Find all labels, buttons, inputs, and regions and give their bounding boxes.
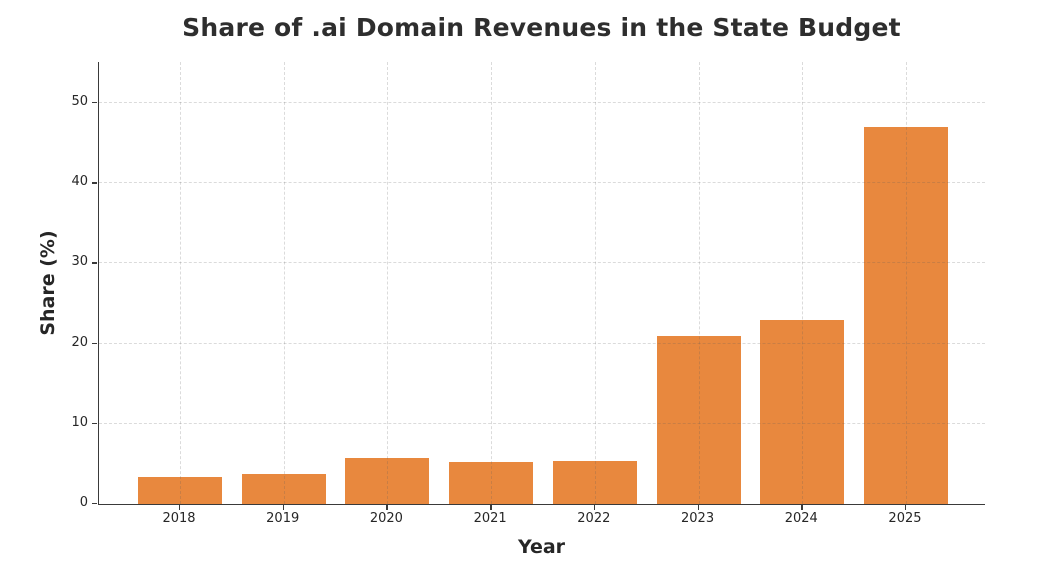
x-tick-label-2022: 2022 xyxy=(577,511,611,526)
gridline-x-2025 xyxy=(905,62,907,504)
gridline-x-2024 xyxy=(802,62,804,504)
y-tick-30 xyxy=(92,262,97,264)
x-tick-2025 xyxy=(904,505,907,510)
gridline-x-2019 xyxy=(283,62,285,504)
bar-2019 xyxy=(241,474,326,504)
y-tick-label-30: 30 xyxy=(71,254,88,270)
x-tick-label-2019: 2019 xyxy=(266,511,300,526)
y-tick-label-20: 20 xyxy=(71,334,88,350)
bar-2022 xyxy=(552,460,637,504)
gridline-y-50 xyxy=(99,102,985,104)
x-tick-label-2021: 2021 xyxy=(473,511,507,526)
y-axis-label: Share (%) xyxy=(37,230,59,336)
gridline-x-2022 xyxy=(594,62,596,504)
gridline-y-30 xyxy=(99,262,985,264)
chart-title: Share of .ai Domain Revenues in the Stat… xyxy=(182,13,901,42)
gridline-x-2021 xyxy=(491,62,493,504)
plot-area xyxy=(98,62,985,505)
x-tick-2022 xyxy=(593,505,596,510)
bar-2023 xyxy=(656,335,741,504)
y-tick-label-40: 40 xyxy=(71,174,88,190)
bar-2021 xyxy=(449,462,534,504)
x-tick-label-2018: 2018 xyxy=(162,511,196,526)
x-tick-label-2023: 2023 xyxy=(681,511,715,526)
gridline-y-10 xyxy=(99,422,985,424)
x-axis-label: Year xyxy=(517,536,566,558)
x-tick-label-2020: 2020 xyxy=(369,511,403,526)
x-tick-label-2025: 2025 xyxy=(888,511,922,526)
bar-2018 xyxy=(138,476,222,504)
x-tick-2019 xyxy=(282,505,285,510)
y-tick-label-10: 10 xyxy=(71,414,88,430)
gridline-x-2023 xyxy=(698,62,700,504)
y-tick-20 xyxy=(92,342,97,345)
x-tick-2023 xyxy=(697,505,699,510)
gridline-x-2020 xyxy=(387,62,389,504)
y-tick-0 xyxy=(92,503,97,505)
bar-2024 xyxy=(760,319,845,504)
x-tick-2021 xyxy=(490,505,492,510)
gridline-y-20 xyxy=(99,342,985,344)
x-tick-2020 xyxy=(386,505,388,510)
gridline-x-2018 xyxy=(180,62,181,504)
x-tick-label-2024: 2024 xyxy=(784,511,818,526)
x-tick-2018 xyxy=(179,505,181,510)
y-tick-label-0: 0 xyxy=(79,495,88,510)
y-tick-40 xyxy=(92,182,97,184)
y-tick-10 xyxy=(92,422,97,425)
gridline-y-40 xyxy=(99,182,985,184)
bar-2025 xyxy=(863,127,948,504)
y-tick-50 xyxy=(92,102,97,104)
y-tick-label-50: 50 xyxy=(71,94,88,110)
bar-2020 xyxy=(345,457,430,504)
x-tick-2024 xyxy=(801,505,803,510)
